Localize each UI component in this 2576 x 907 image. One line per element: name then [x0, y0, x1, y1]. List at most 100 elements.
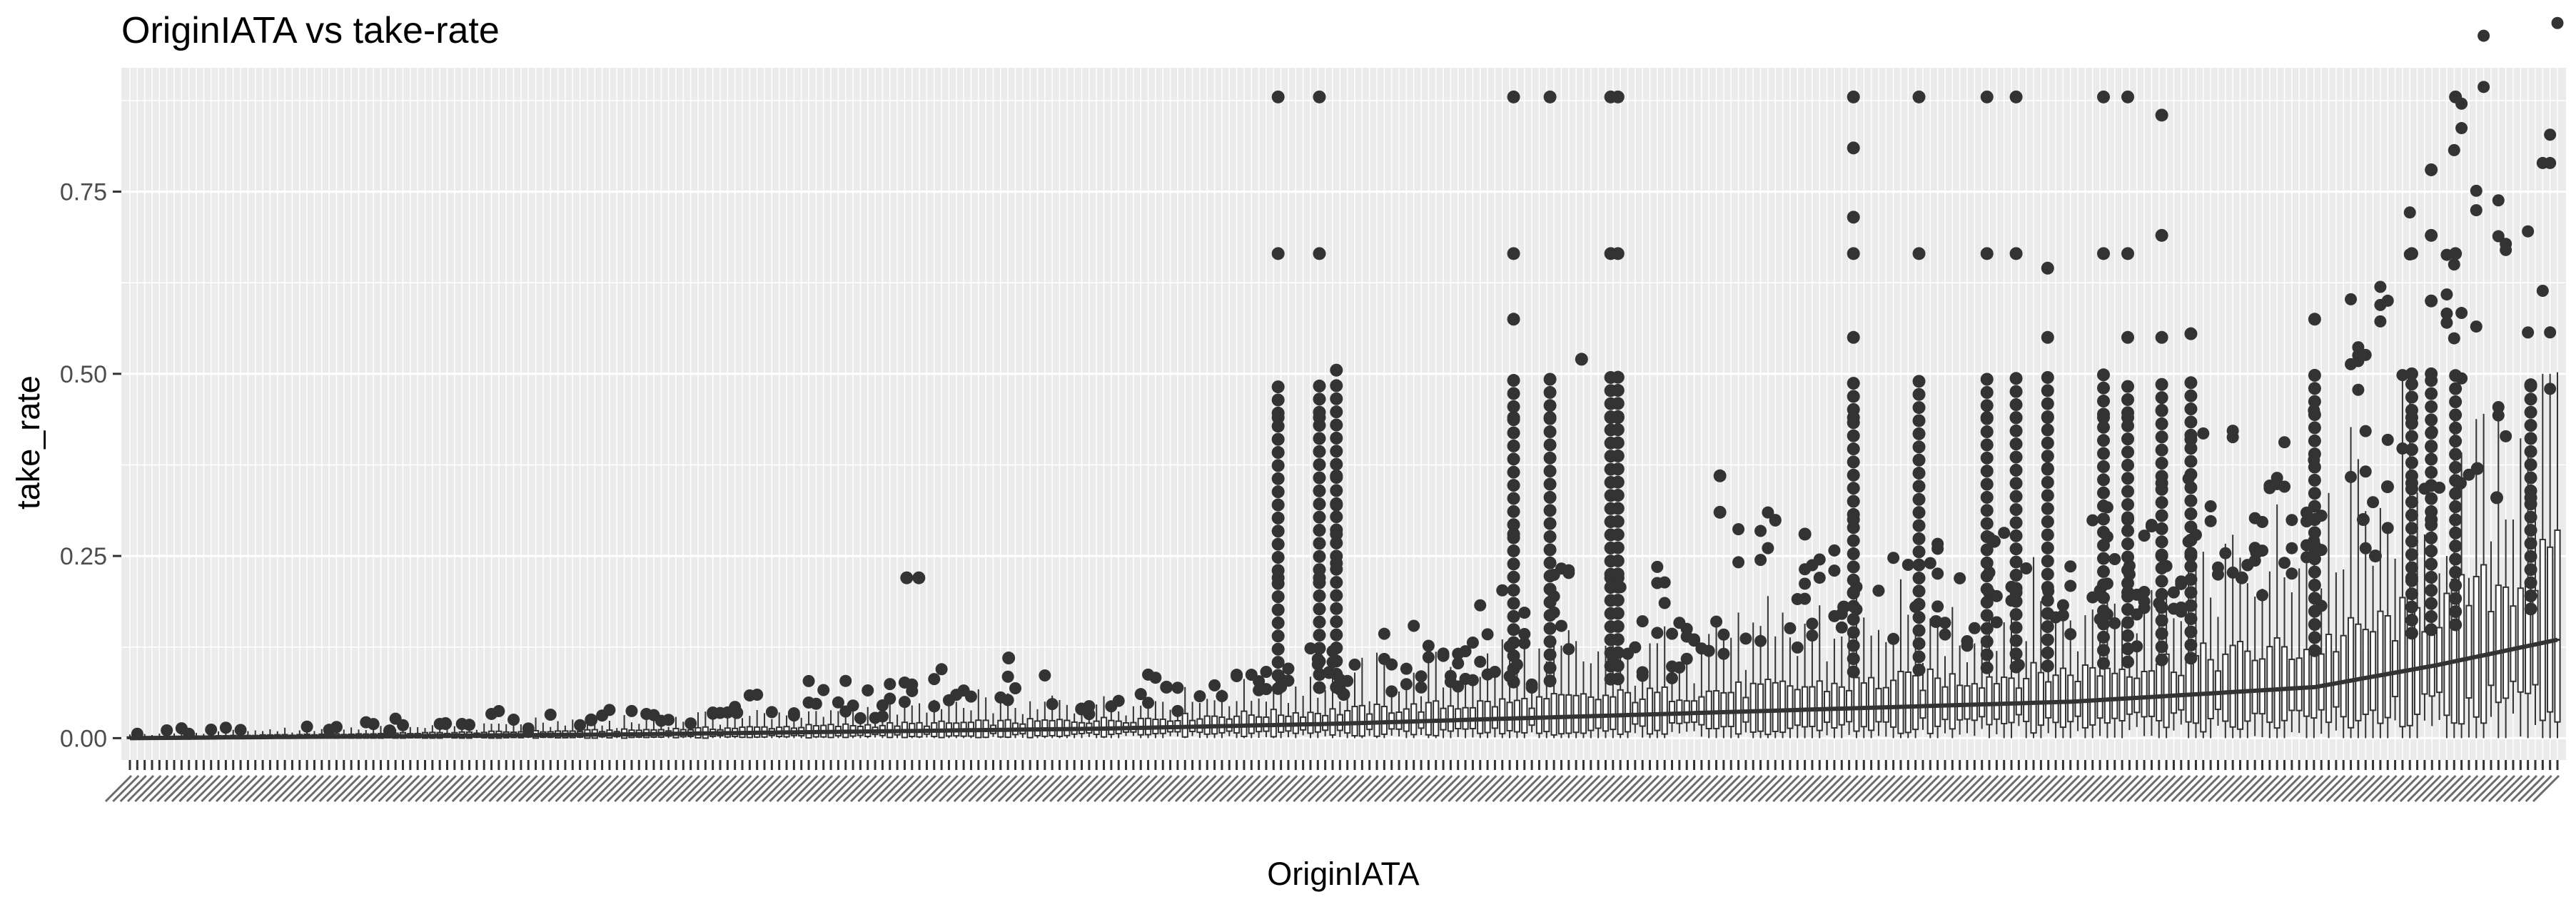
y-tick-label: 0.75 [60, 179, 107, 206]
outlier-point [685, 717, 697, 730]
box-iqr [2148, 670, 2156, 717]
x-tick-label-mark [1713, 774, 1741, 803]
x-tick-label-mark [1543, 774, 1571, 803]
box-iqr [1779, 680, 1787, 734]
box-iqr [1853, 677, 1860, 732]
x-tick-label-mark [1927, 774, 1955, 803]
x-tick-label-mark [2126, 774, 2154, 803]
outlier-point [1611, 515, 1625, 528]
outlier-point [1912, 414, 1926, 427]
x-tick-label-mark [1108, 774, 1136, 803]
outlier-point [2097, 657, 2111, 670]
outlier-point [1611, 633, 1625, 647]
outlier-point [1543, 609, 1557, 622]
x-tick-label-mark [2259, 774, 2287, 803]
box-iqr [2081, 664, 2089, 729]
outlier-point [1980, 247, 1994, 260]
outlier-point [2097, 500, 2111, 513]
outlier-point [1313, 510, 1326, 524]
x-tick-label-mark [864, 774, 892, 803]
box-iqr [1580, 693, 1587, 734]
outlier-point [1507, 531, 1520, 544]
x-tick-label-mark [1617, 774, 1645, 803]
outlier-point [1887, 632, 1900, 645]
outlier-point [1929, 615, 1943, 628]
outlier-point [2097, 473, 2111, 487]
x-tick-label-mark [1086, 774, 1113, 803]
x-tick-label-mark [1824, 774, 1852, 803]
outlier-point [2359, 542, 2372, 554]
x-tick-label-mark [267, 774, 295, 803]
outlier-point [1507, 544, 1520, 557]
x-tick-label-mark [2399, 774, 2427, 803]
outlier-point [1980, 622, 1994, 635]
outlier-point [439, 716, 453, 730]
x-tick-label-mark [1728, 774, 1756, 803]
box-iqr [1912, 674, 1919, 731]
x-tick-label-mark [1359, 774, 1387, 803]
outlier-point [2155, 509, 2168, 522]
outlier-point [1330, 562, 1343, 576]
outlier-point [1912, 440, 1926, 454]
outlier-point [1253, 675, 1266, 688]
box-iqr [2421, 631, 2428, 695]
outlier-point [2184, 442, 2198, 455]
outlier-point [1313, 629, 1326, 642]
outlier-point [1980, 412, 1994, 425]
outlier-point [1507, 623, 1520, 637]
outlier-point [2155, 443, 2168, 457]
outlier-point [2359, 348, 2372, 361]
outlier-point [2009, 90, 2023, 103]
outlier-point [1543, 530, 1557, 544]
outlier-point [1990, 589, 2003, 602]
outlier-point [330, 721, 343, 734]
outlier-point [2455, 122, 2468, 135]
x-tick-label-mark [1271, 774, 1298, 803]
outlier-point [2097, 578, 2111, 592]
outlier-point [1912, 558, 1926, 572]
box-iqr [1971, 683, 1978, 721]
outlier-point [1912, 624, 1926, 637]
x-tick-label-mark [924, 774, 951, 803]
outlier-point [2097, 591, 2111, 604]
outlier-point [2425, 452, 2438, 466]
x-tick-label-mark [724, 774, 752, 803]
outlier-point [2470, 184, 2482, 197]
outlier-point [1385, 685, 1398, 698]
box-iqr [1838, 686, 1845, 726]
box-iqr [2266, 646, 2273, 724]
outlier-point [2041, 646, 2054, 659]
outlier-point [1271, 564, 1285, 577]
box-iqr [1956, 684, 1964, 721]
outlier-point [1330, 589, 1343, 602]
outlier-point [964, 690, 977, 703]
outlier-point [1507, 570, 1520, 584]
outlier-point [2155, 627, 2168, 640]
outlier-point [2184, 467, 2198, 481]
outlier-point [2121, 90, 2135, 103]
outlier-point [2448, 143, 2460, 156]
outlier-point [1330, 431, 1343, 445]
outlier-point [1507, 465, 1520, 479]
x-tick-label-mark [2067, 774, 2095, 803]
outlier-point [1611, 554, 1625, 567]
box-iqr [2347, 617, 2355, 729]
outlier-point [2449, 395, 2463, 409]
outlier-point [1313, 405, 1326, 419]
outlier-point [1039, 669, 1051, 681]
outlier-point [2219, 547, 2232, 559]
x-tick-label-mark [1130, 774, 1158, 803]
outlier-point [2308, 526, 2321, 539]
x-tick-label-mark [769, 774, 797, 803]
x-tick-label-mark [2089, 774, 2117, 803]
outlier-point [1847, 534, 1860, 547]
outlier-point [2405, 378, 2418, 391]
x-tick-label-mark [1344, 774, 1372, 803]
outlier-point [2108, 552, 2121, 565]
outlier-point [2490, 491, 2503, 505]
box-iqr [1521, 697, 1528, 734]
x-tick-label-mark [2310, 774, 2338, 803]
x-tick-label-mark [2104, 774, 2132, 803]
outlier-point [2544, 128, 2557, 141]
outlier-point [2121, 458, 2135, 472]
